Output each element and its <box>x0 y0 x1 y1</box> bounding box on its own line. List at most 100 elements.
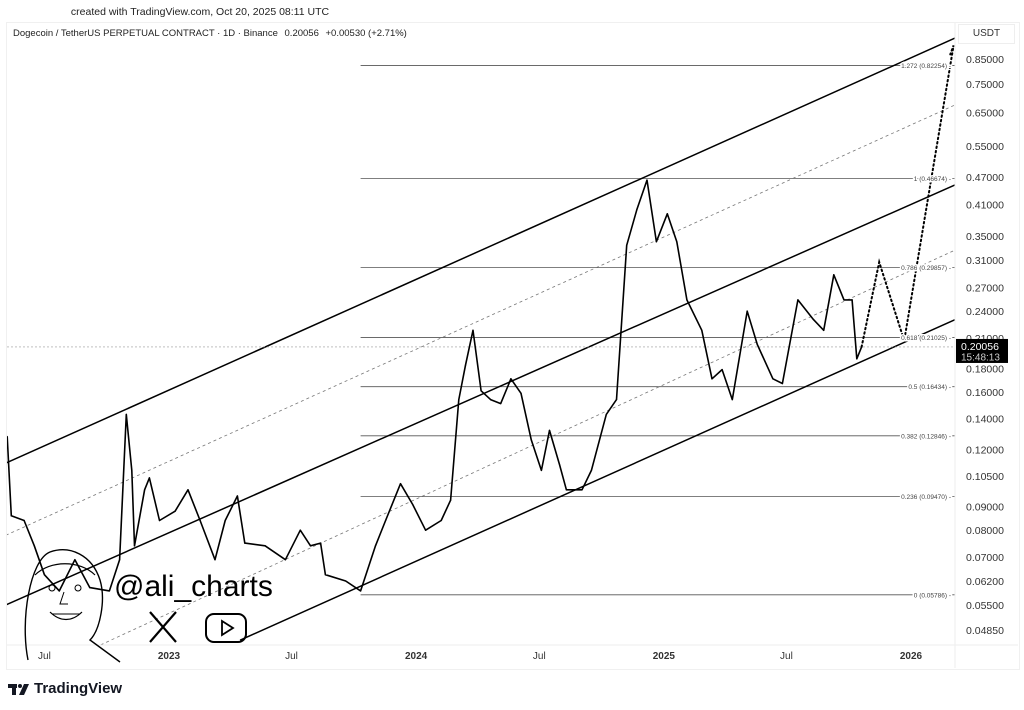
price-point <box>581 489 583 491</box>
price-point <box>320 542 322 544</box>
price-point <box>666 213 668 215</box>
price-point <box>833 274 835 276</box>
price-point <box>89 586 91 589</box>
price-change: +0.00530 (+2.71%) <box>325 28 407 39</box>
tradingview-wordmark: TradingView <box>34 680 123 697</box>
currency-button[interactable]: USDT <box>958 24 1015 44</box>
price-point <box>489 399 492 401</box>
price-point <box>244 542 246 544</box>
price-point <box>646 179 648 181</box>
x-tick-label: Jul <box>533 651 546 662</box>
price-point <box>843 299 845 301</box>
price-point <box>450 499 452 501</box>
tradingview-logo-icon <box>8 683 29 695</box>
price-point <box>131 469 133 471</box>
price-point <box>655 241 658 243</box>
y-tick-label: 0.47000 <box>966 172 1004 184</box>
y-tick-label: 0.05500 <box>966 600 1004 612</box>
price-point <box>464 364 467 366</box>
price-point <box>33 545 35 547</box>
y-tick-label: 0.85000 <box>966 54 1004 66</box>
y-tick-label: 0.04850 <box>966 625 1004 637</box>
x-tick-label: Jul <box>780 651 793 662</box>
price-point <box>43 574 46 576</box>
price-point <box>264 545 266 547</box>
x-tick-label: 2024 <box>405 651 428 662</box>
price-line <box>7 179 863 592</box>
price-point <box>472 329 474 331</box>
y-tick-label: 0.24000 <box>966 306 1004 318</box>
price-point <box>58 590 60 592</box>
symbol-legend: Dogecoin / TetherUS PERPETUAL CONTRACT ·… <box>13 28 411 39</box>
price-point <box>374 545 377 547</box>
projection-path <box>860 45 955 348</box>
price-point <box>385 519 387 522</box>
y-tick-label: 0.65000 <box>966 107 1004 119</box>
price-point <box>125 413 127 416</box>
price-point <box>74 559 76 561</box>
price-point <box>590 469 593 471</box>
price-point <box>615 399 618 401</box>
channel-line <box>239 318 955 641</box>
tradingview-logo[interactable]: TradingView <box>8 680 122 697</box>
price-point <box>299 529 301 531</box>
y-tick-label: 0.09000 <box>966 502 1004 514</box>
price-point <box>10 515 12 517</box>
price-point <box>284 559 287 561</box>
price-point <box>345 580 347 582</box>
current-price-box <box>956 338 1008 363</box>
price-point <box>823 329 825 331</box>
price-point <box>118 559 121 561</box>
price-point <box>731 399 733 401</box>
price-point <box>158 519 161 522</box>
x-tick-label: Jul <box>38 651 51 662</box>
price-point <box>636 209 638 211</box>
price-point <box>781 382 783 385</box>
channel-midline <box>7 104 955 536</box>
price-point <box>458 399 460 401</box>
fib-level-label: 1.272 (0.82254) - <box>901 63 951 70</box>
price-point <box>224 519 226 522</box>
price-point <box>856 358 858 360</box>
y-tick-label: 0.18000 <box>966 364 1004 376</box>
y-tick-label: 0.14000 <box>966 414 1004 426</box>
y-tick-label: 0.12000 <box>966 444 1004 456</box>
x-tick-label: Jul <box>285 651 298 662</box>
chart-frame <box>6 22 1020 670</box>
x-logo-icon <box>149 611 177 643</box>
current-price-value: 0.20056 <box>961 341 999 353</box>
price-point <box>174 510 176 512</box>
y-tick-label: 0.06200 <box>966 576 1004 588</box>
price-point <box>711 378 713 380</box>
price-point <box>530 439 532 441</box>
price-point <box>424 529 427 531</box>
x-tick-label: 2026 <box>900 651 923 662</box>
price-point <box>480 390 482 392</box>
price-point <box>605 413 607 416</box>
price-point <box>133 545 136 547</box>
y-tick-label: 0.08000 <box>966 525 1004 537</box>
y-tick-label: 0.75000 <box>966 79 1004 91</box>
price-point <box>309 545 312 547</box>
y-tick-label: 0.10500 <box>966 471 1004 483</box>
created-caption: created with TradingView.com, Oct 20, 20… <box>70 6 330 18</box>
price-point <box>199 519 201 522</box>
price-point <box>626 244 628 246</box>
y-tick-label: 0.16000 <box>966 387 1004 399</box>
price-point <box>214 559 216 561</box>
price-point <box>520 392 522 394</box>
symbol-title[interactable]: Dogecoin / TetherUS PERPETUAL CONTRACT ·… <box>13 28 278 39</box>
price-point <box>399 483 402 485</box>
channel-line <box>7 184 955 606</box>
price-point <box>772 378 774 380</box>
fib-level-label: 0.5 (0.16434) - <box>908 384 951 391</box>
price-point <box>851 299 853 301</box>
x-tick-label: 2025 <box>653 651 676 662</box>
last-price: 0.20056 <box>284 28 319 39</box>
price-point <box>500 402 502 405</box>
youtube-icon <box>205 613 247 643</box>
price-point <box>797 299 799 301</box>
price-point <box>548 429 551 431</box>
fib-level-label: 0.618 (0.21025) - <box>901 335 951 342</box>
